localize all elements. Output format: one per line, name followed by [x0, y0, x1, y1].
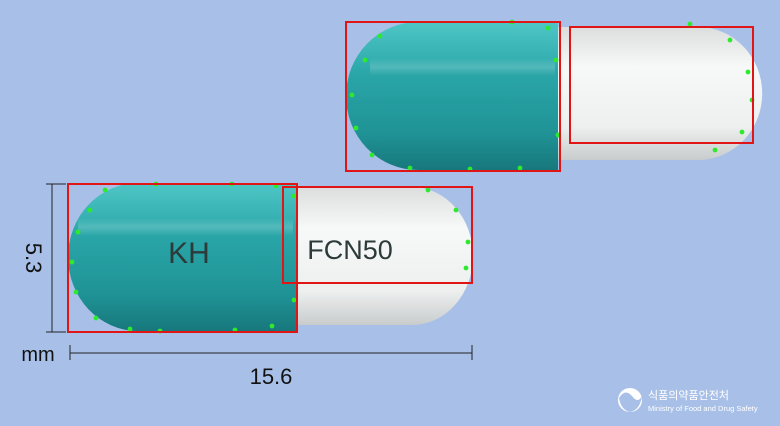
- length-value: 15.6: [250, 364, 293, 389]
- capsule-back-white-body: [540, 27, 763, 160]
- dimension-annotations: [46, 183, 473, 360]
- detection-box-back-body: [569, 26, 754, 144]
- capsule-back: [345, 19, 763, 172]
- detection-box-front-body: [282, 186, 473, 284]
- capsule-back-teal-cap: [346, 22, 558, 170]
- mfds-subtitle-en: Ministry of Food and Drug Safety: [648, 404, 758, 413]
- mfds-watermark: 식품의약품안전처 Ministry of Food and Drug Safet…: [618, 388, 758, 413]
- mfds-title-ko: 식품의약품안전처: [648, 388, 729, 402]
- imprint-right: FCN50: [307, 235, 393, 265]
- height-value: 5.3: [21, 243, 46, 274]
- detection-box-back-cap: [345, 21, 561, 172]
- unit-label: mm: [21, 344, 54, 366]
- imprint-left: KH: [168, 237, 210, 270]
- capsule-front: KH FCN50: [67, 181, 473, 334]
- detection-box-front-cap: [67, 183, 298, 333]
- mfds-emblem-icon: [618, 388, 642, 412]
- capsule-front-white-body: [270, 187, 473, 325]
